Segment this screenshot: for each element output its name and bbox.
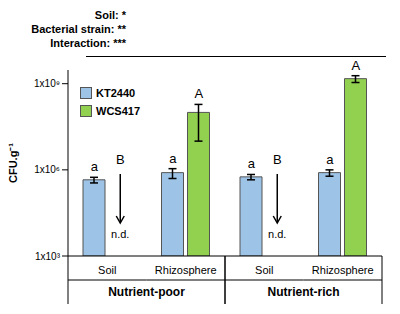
html-text:WCS417: WCS417 [96, 105, 140, 117]
svg-text:1x10⁶: 1x10⁶ [34, 164, 60, 175]
svg-text:a: a [169, 151, 177, 166]
html-text:Interaction: ***: Interaction: *** [50, 37, 126, 49]
svg-text:a: a [326, 152, 334, 167]
html-text:KT2440: KT2440 [96, 87, 136, 99]
svg-text:B: B [116, 152, 125, 167]
svg-text:Soil: Soil [255, 264, 273, 276]
html-text:Bacterial strain: **: Bacterial strain: ** [31, 23, 126, 35]
svg-text:1x10⁹: 1x10⁹ [34, 78, 60, 89]
html-text:Soil: *: Soil: * [94, 9, 126, 21]
svg-text:Soil: Soil [98, 264, 116, 276]
svg-text:n.d.: n.d. [111, 228, 129, 240]
svg-text:a: a [248, 156, 256, 171]
svg-text:A: A [194, 86, 203, 101]
svg-text:Rhizosphere: Rhizosphere [312, 264, 374, 276]
svg-text:Nutrient-poor: Nutrient-poor [108, 285, 185, 299]
svg-text:a: a [91, 159, 99, 174]
svg-text:B: B [273, 152, 282, 167]
svg-text:1x10³: 1x10³ [35, 251, 61, 262]
svg-text:n.d.: n.d. [268, 228, 286, 240]
svg-text:CFU.g⁻¹: CFU.g⁻¹ [8, 143, 19, 183]
svg-text:A: A [351, 58, 360, 73]
svg-text:Rhizosphere: Rhizosphere [155, 264, 217, 276]
svg-text:Nutrient-rich: Nutrient-rich [268, 285, 340, 299]
